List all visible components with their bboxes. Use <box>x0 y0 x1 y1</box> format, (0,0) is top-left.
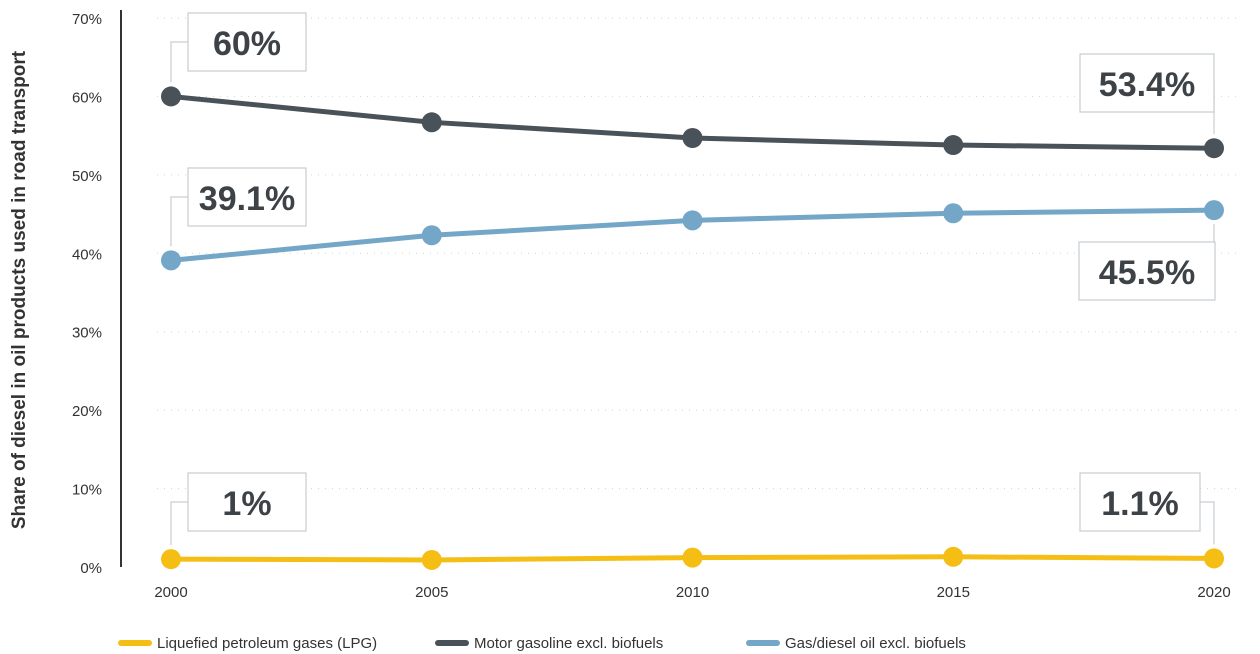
y-tick-labels: 0% 10% 20% 30% 40% 50% 60% 70% <box>72 11 102 577</box>
data-point <box>421 225 442 246</box>
y-tick-label: 60% <box>72 89 102 106</box>
callout: 1% <box>170 472 307 546</box>
y-axis-label: Share of diesel in oil products used in … <box>9 50 30 529</box>
callout-leader <box>170 41 188 83</box>
legend-label: Gas/diesel oil excl. biofuels <box>785 635 966 652</box>
legend-item: Liquefied petroleum gases (LPG) <box>118 635 377 652</box>
data-point <box>943 135 964 156</box>
callout-box <box>1079 53 1215 113</box>
callout-label: 60% <box>213 25 281 63</box>
data-point <box>682 547 703 568</box>
callout-box <box>1078 241 1216 301</box>
legend-label: Motor gasoline excl. biofuels <box>474 635 663 652</box>
data-point <box>682 210 703 231</box>
callout-box <box>1079 472 1201 532</box>
series-2 <box>161 200 1224 271</box>
y-tick-label: 30% <box>72 325 102 342</box>
callout-label: 45.5% <box>1099 254 1195 292</box>
data-point <box>421 549 442 570</box>
data-point <box>161 250 181 271</box>
series-1 <box>161 86 1224 159</box>
callout-label: 39.1% <box>199 180 295 218</box>
x-tick-label: 2015 <box>937 584 970 601</box>
x-tick-label: 2020 <box>1197 584 1230 601</box>
data-point <box>161 86 181 107</box>
data-point <box>1204 200 1224 221</box>
gridlines <box>157 17 1236 490</box>
y-tick-label: 50% <box>72 168 102 185</box>
x-tick-label: 2005 <box>415 584 448 601</box>
legend-item: Gas/diesel oil excl. biofuels <box>746 635 966 652</box>
callout: 45.5% <box>1078 224 1216 301</box>
callout-leader <box>170 501 188 546</box>
callout: 53.4% <box>1079 53 1215 135</box>
x-tick-label: 2010 <box>676 584 709 601</box>
legend-item: Motor gasoline excl. biofuels <box>435 635 663 652</box>
callout-box <box>187 167 307 227</box>
callout: 60% <box>170 12 307 83</box>
callout-label: 53.4% <box>1099 66 1195 104</box>
y-tick-label: 10% <box>72 482 102 499</box>
x-tick-labels: 2000 2005 2010 2015 2020 <box>154 584 1230 601</box>
callout: 39.1% <box>170 167 307 247</box>
y-tick-label: 20% <box>72 403 102 420</box>
data-point <box>1204 548 1224 569</box>
x-tick-label: 2000 <box>154 584 187 601</box>
legend: Liquefied petroleum gases (LPG) Motor gas… <box>118 635 966 652</box>
data-point <box>161 549 181 570</box>
data-point <box>682 127 703 148</box>
data-point <box>943 203 964 224</box>
callout-label: 1.1% <box>1101 485 1179 523</box>
callout-box <box>187 472 307 532</box>
data-point <box>1204 138 1224 159</box>
series-0 <box>161 546 1224 570</box>
y-tick-label: 70% <box>72 11 102 28</box>
callout-leader <box>170 196 188 247</box>
callouts: 60% 53.4% 39.1% 45.5% 1% 1.1% <box>170 12 1216 546</box>
callout-label: 1% <box>222 485 271 523</box>
y-tick-label: 0% <box>80 560 102 577</box>
legend-label: Liquefied petroleum gases (LPG) <box>157 635 377 652</box>
y-tick-label: 40% <box>72 246 102 263</box>
callout-leader <box>1200 501 1215 545</box>
series-lines <box>161 86 1224 570</box>
callout: 1.1% <box>1079 472 1215 545</box>
data-point <box>943 546 964 567</box>
data-point <box>421 112 442 133</box>
callout-box <box>187 12 307 72</box>
